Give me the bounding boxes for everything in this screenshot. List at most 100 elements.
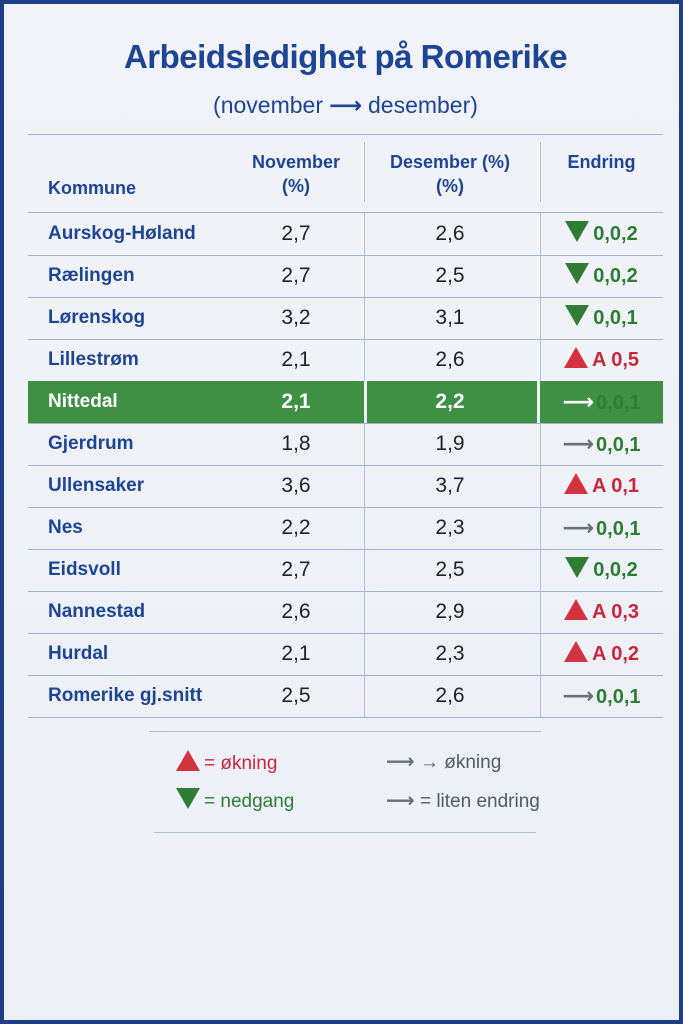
- endring-cell: A 0,5: [540, 339, 663, 381]
- column-divider: [364, 339, 365, 381]
- kommune-cell: Gjerdrum: [48, 433, 134, 454]
- change-value: 0,0,2: [593, 223, 638, 245]
- change-value: 0,0,1: [596, 434, 641, 456]
- up-triangle-icon: [563, 347, 588, 368]
- row-rule: [28, 633, 663, 634]
- kommune-cell: Aurskog-Høland: [48, 223, 196, 244]
- desember-cell: 1,9: [435, 432, 465, 455]
- column-divider: [540, 591, 541, 633]
- desember-cell: 2,3: [435, 516, 465, 539]
- column-divider: [364, 213, 365, 255]
- column-divider: [537, 381, 540, 423]
- column-divider: [364, 255, 365, 297]
- kommune-cell: Hurdal: [48, 643, 109, 664]
- change-value: 0,0,2: [593, 559, 638, 581]
- change-value: 0,0,1: [596, 518, 641, 540]
- table-row: Lørenskog 3,2 3,1 0,0,1: [28, 297, 663, 339]
- november-cell: 1,8: [281, 432, 311, 455]
- legend-arrow-small: ⟶ = liten endring: [386, 788, 540, 813]
- header-rule: [28, 212, 663, 213]
- down-triangle-icon: [176, 788, 200, 809]
- row-rule: [28, 423, 663, 424]
- right-arrow-icon: ⟶: [562, 389, 595, 414]
- legend-up-label: = økning: [204, 753, 278, 774]
- kommune-cell: Ullensaker: [48, 475, 145, 496]
- column-divider: [540, 255, 541, 297]
- endring-cell: ⟶ 0,0,1: [540, 675, 663, 717]
- row-rule: [28, 255, 663, 256]
- row-rule: [28, 339, 663, 340]
- november-cell: 2,7: [281, 264, 311, 287]
- header-kommune: Kommune: [48, 178, 137, 198]
- column-divider: [364, 381, 367, 423]
- desember-cell: 2,9: [435, 600, 465, 623]
- kommune-cell: Nes: [48, 517, 83, 538]
- kommune-cell: Nannestad: [48, 601, 146, 622]
- november-cell: 2,6: [281, 600, 311, 623]
- column-divider: [364, 465, 365, 507]
- column-divider: [364, 549, 365, 591]
- change-value: 0,1: [611, 475, 640, 497]
- november-cell: 3,2: [281, 306, 311, 329]
- up-triangle-icon: [563, 599, 588, 620]
- table-row: Ullensaker 3,6 3,7 A 0,1: [28, 465, 663, 507]
- november-cell: 2,2: [281, 516, 311, 539]
- legend-arrow-small-label: = liten endring: [419, 791, 540, 812]
- column-divider: [540, 142, 541, 202]
- change-prefix: A: [591, 475, 612, 497]
- down-triangle-icon: [565, 263, 590, 284]
- column-divider: [364, 675, 365, 717]
- column-divider: [540, 465, 541, 507]
- change-value: 0,2: [611, 643, 640, 665]
- subtitle-to: desember: [367, 92, 471, 118]
- row-rule: [28, 297, 663, 298]
- change-prefix: A: [591, 349, 612, 371]
- change-value: 0,0,1: [593, 307, 638, 329]
- header-desember-unit: (%): [436, 176, 464, 196]
- legend-down-label: = nedgang: [204, 791, 295, 812]
- desember-cell: 2,3: [435, 642, 465, 665]
- down-triangle-icon: [565, 305, 590, 326]
- endring-cell: A 0,3: [540, 591, 663, 633]
- right-arrow-icon: ⟶: [329, 92, 362, 118]
- column-divider: [540, 339, 541, 381]
- header-desember: Desember (%) (%): [375, 150, 525, 198]
- november-cell: 2,5: [281, 684, 311, 707]
- right-arrow-icon: ⟶: [562, 515, 595, 540]
- right-arrow-icon: ⟶: [386, 751, 415, 773]
- november-cell: 2,7: [281, 222, 311, 245]
- table-row: Lillestrøm 2,1 2,6 A 0,5: [28, 339, 663, 381]
- desember-cell: 2,5: [435, 558, 465, 581]
- desember-cell: 2,6: [435, 684, 465, 707]
- row-rule: [28, 717, 663, 718]
- column-divider: [540, 633, 541, 675]
- column-divider: [540, 423, 541, 465]
- kommune-cell: Romerike gj.snitt: [48, 685, 203, 706]
- change-value: 0,0,2: [593, 265, 638, 287]
- november-cell: 2,1: [281, 348, 311, 371]
- legend-arrow-up-label: → økning: [419, 752, 502, 773]
- column-divider: [364, 423, 365, 465]
- legend-down: = nedgang: [176, 788, 294, 813]
- change-value: 0,5: [611, 349, 640, 371]
- desember-cell: 2,6: [435, 348, 465, 371]
- endring-cell: ⟶ 0,0,1: [540, 381, 663, 423]
- endring-cell: 0,0,2: [540, 213, 663, 255]
- table-row: Nittedal 2,1 2,2 ⟶ 0,0,1: [28, 381, 663, 423]
- header-november-label: November: [251, 152, 341, 172]
- down-triangle-icon: [565, 221, 590, 242]
- column-divider: [540, 507, 541, 549]
- change-value: 0,0,1: [596, 392, 641, 414]
- table-row: Gjerdrum 1,8 1,9 ⟶ 0,0,1: [28, 423, 663, 465]
- table-row: Eidsvoll 2,7 2,5 0,0,2: [28, 549, 663, 591]
- legend-arrow-up: ⟶ → økning: [386, 749, 501, 774]
- right-arrow-icon: ⟶: [562, 431, 595, 456]
- endring-cell: 0,0,2: [540, 255, 663, 297]
- header-november-unit: (%): [282, 176, 310, 196]
- page-title: Arbeidsledighet på Romerike: [123, 38, 568, 75]
- table-row: Nes 2,2 2,3 ⟶ 0,0,1: [28, 507, 663, 549]
- desember-cell: 2,2: [435, 390, 465, 413]
- change-prefix: A: [591, 601, 612, 623]
- table-row: Nannestad 2,6 2,9 A 0,3: [28, 591, 663, 633]
